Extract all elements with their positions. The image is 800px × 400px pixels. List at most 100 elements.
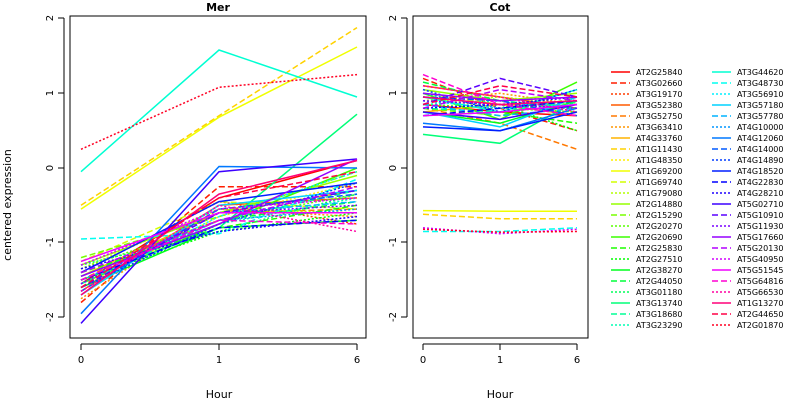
legend-label: AT2G44650 <box>737 310 783 319</box>
x-axis-label-mer: Hour <box>206 388 233 400</box>
series-line-at5g20130 <box>422 88 578 109</box>
legend-label: AT1G69200 <box>636 167 682 176</box>
series-line-at1g48350 <box>80 182 358 289</box>
y-tick-label: 2 <box>388 15 399 21</box>
legend-label: AT5G40950 <box>737 255 783 264</box>
panel-title-cot: Cot <box>490 1 511 14</box>
series-line-at4g18520 <box>422 111 578 132</box>
legend-label: AT3G52380 <box>636 101 682 110</box>
legend-label: AT5G20130 <box>737 244 783 253</box>
panel-cot-frame <box>412 15 589 339</box>
legend-label: AT3G63410 <box>636 123 682 132</box>
series-line-at5g20130 <box>80 185 358 274</box>
legend-label: AT2G44050 <box>636 277 682 286</box>
series-line-at4g12060 <box>80 165 358 315</box>
series-line-at2g44650 <box>422 85 578 106</box>
x-tick-label: 0 <box>420 355 426 366</box>
legend-label: AT3G56910 <box>737 90 783 99</box>
series-line-at3g44620 <box>80 49 358 173</box>
series-line-at2g15290 <box>80 170 358 259</box>
legend-label: AT5G51545 <box>737 266 783 275</box>
legend-label: AT4G14000 <box>737 145 783 154</box>
series-line-at5g51545 <box>422 103 578 117</box>
legend-label: AT2G25840 <box>636 68 682 77</box>
legend-label: AT5G64816 <box>737 277 783 286</box>
series-line-at3g63410 <box>422 92 578 106</box>
x-tick-label: 1 <box>497 355 503 366</box>
series-line-at1g11430 <box>422 213 577 220</box>
y-tick-label: -2 <box>388 312 399 322</box>
legend-label: AT2G15290 <box>636 211 682 220</box>
series-line-at1g69740 <box>80 200 358 263</box>
x-tick-label: 6 <box>354 355 360 366</box>
panel-cot-plot-area <box>422 73 578 235</box>
legend-label: AT3G48730 <box>737 79 783 88</box>
legend-label: AT4G22830 <box>737 178 783 187</box>
panel-cot-y-axis: 2 1 0 -1 -2 <box>388 15 408 322</box>
x-tick-label: 6 <box>574 355 580 366</box>
series-line-at4g14000 <box>80 193 358 292</box>
series-line-at2g20270 <box>80 193 358 270</box>
panel-mer-y-axis: 2 1 0 -1 -2 <box>45 15 65 322</box>
series-line-at3g19170 <box>80 200 358 274</box>
series-line-at2g01870 <box>422 228 578 233</box>
series-line-at1g13270 <box>422 96 578 106</box>
legend-label: AT2G25830 <box>636 244 682 253</box>
legend-label: AT3G44620 <box>737 68 783 77</box>
panel-mer-frame <box>69 15 367 339</box>
series-line-at5g51545 <box>80 212 357 263</box>
y-tick-label: -1 <box>388 237 399 247</box>
y-tick-label: 2 <box>45 15 56 21</box>
legend-label: AT2G38270 <box>636 266 682 275</box>
series-line-at5g17660 <box>422 92 578 102</box>
series-line-at3g48730 <box>80 178 358 240</box>
y-tick-label: 0 <box>388 165 399 171</box>
legend-label: AT5G11930 <box>737 222 783 231</box>
legend-label: AT4G10000 <box>737 123 783 132</box>
series-line-at2g44650 <box>80 170 358 289</box>
legend-label: AT2G01870 <box>737 321 783 330</box>
legend-label: AT2G27510 <box>636 255 682 264</box>
legend-label: AT3G57180 <box>737 101 783 110</box>
legend-label: AT5G66530 <box>737 288 783 297</box>
legend-label: AT1G48350 <box>636 156 682 165</box>
series-line-at4g22830 <box>422 100 578 117</box>
series-line-at2g38270 <box>422 100 578 124</box>
chart-legend: AT2G25840 AT3G02660 AT3G19170 AT3G52380 AT3G… <box>611 68 783 330</box>
legend-label: AT5G17660 <box>737 233 783 242</box>
legend-label: AT4G33760 <box>636 134 682 143</box>
legend-label: AT1G13270 <box>737 299 783 308</box>
y-tick-label: 1 <box>388 90 399 96</box>
y-tick-label: 1 <box>45 90 56 96</box>
series-line-at3g02660 <box>80 185 357 304</box>
x-tick-label: 0 <box>78 355 84 366</box>
y-tick-label: -1 <box>45 237 56 247</box>
panel-title-mer: Mer <box>206 1 230 14</box>
legend-label: AT5G10910 <box>737 211 783 220</box>
series-line-at1g69200 <box>80 46 358 210</box>
series-line-at1g13270 <box>80 159 358 296</box>
series-line-at3g56910 <box>80 170 358 285</box>
legend-label: AT3G19170 <box>636 90 682 99</box>
legend-label: AT4G18520 <box>737 167 783 176</box>
legend-label: AT2G20270 <box>636 222 682 231</box>
legend-label: AT3G52750 <box>636 112 682 121</box>
series-line-at5g66530 <box>422 85 578 113</box>
legend-label: AT1G79080 <box>636 189 682 198</box>
legend-label: AT5G02710 <box>737 200 783 209</box>
panel-cot-x-axis: 0 1 6 <box>420 343 580 366</box>
series-line-at4g18520 <box>80 182 358 274</box>
legend-label: AT3G23290 <box>636 321 682 330</box>
x-axis-label-cot: Hour <box>487 388 514 400</box>
legend-label: AT4G12060 <box>737 134 783 143</box>
y-tick-label: 0 <box>45 165 56 171</box>
legend-label: AT3G02660 <box>636 79 682 88</box>
legend-label: AT3G57780 <box>737 112 783 121</box>
legend-label: AT4G14890 <box>737 156 783 165</box>
series-line-at3g48730 <box>423 227 578 233</box>
legend-label: AT3G13740 <box>636 299 682 308</box>
y-axis-label: centered expression <box>1 149 14 261</box>
legend-label: AT2G14880 <box>636 200 682 209</box>
series-line-at1g11430 <box>80 26 358 206</box>
